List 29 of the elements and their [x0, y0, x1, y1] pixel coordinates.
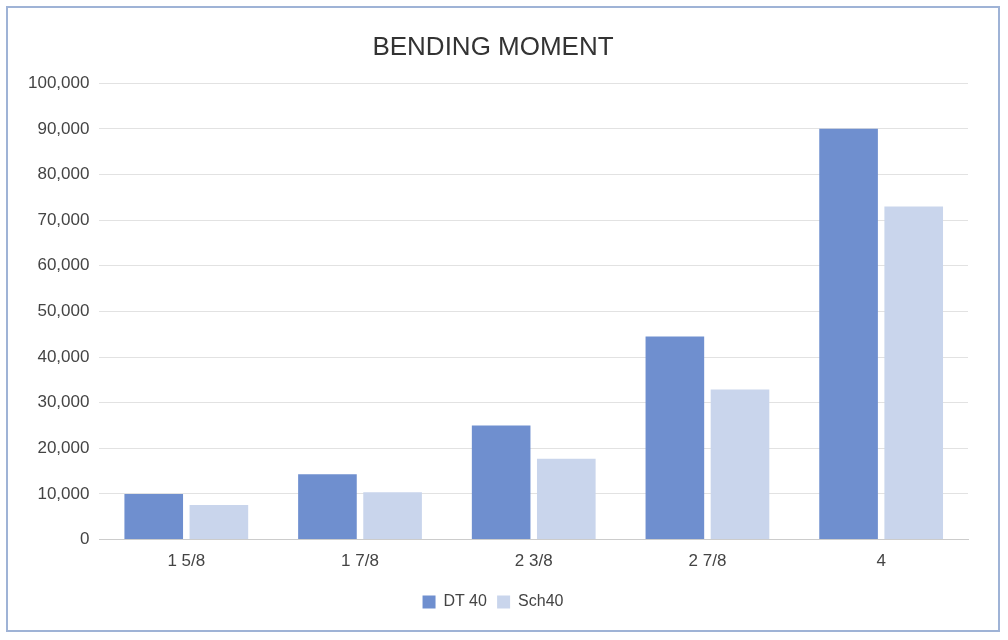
x-tick-label: 1 5/8 — [167, 551, 206, 571]
bar — [298, 474, 357, 540]
x-tick-label: 4 — [876, 551, 886, 571]
x-tick-label: 1 7/8 — [341, 551, 379, 571]
y-tick-label: 30,000 — [37, 392, 90, 412]
bar — [189, 504, 249, 540]
bar — [884, 206, 944, 540]
y-tick-label: 10,000 — [37, 483, 90, 503]
bar — [471, 425, 531, 540]
bar — [645, 336, 705, 540]
legend-label: DT 40 — [443, 592, 487, 610]
y-tick-label: 60,000 — [37, 255, 90, 275]
bar — [124, 493, 184, 540]
y-tick-label: 90,000 — [37, 118, 90, 138]
y-tick-label: 20,000 — [37, 438, 90, 458]
y-tick-label: 100,000 — [28, 72, 90, 92]
x-tick-label: 2 3/8 — [514, 551, 553, 571]
x-tick-label: 2 7/8 — [688, 551, 727, 571]
legend-label: Sch40 — [518, 592, 564, 610]
y-tick-label: 80,000 — [37, 164, 90, 184]
bar — [819, 128, 878, 540]
y-tick-label: 70,000 — [37, 209, 90, 229]
y-tick-label: 50,000 — [37, 301, 90, 321]
bar — [710, 389, 770, 540]
chart-title: BENDING MOMENT — [372, 30, 614, 61]
bar — [536, 458, 596, 540]
y-tick-label: 40,000 — [37, 346, 90, 366]
bar — [363, 492, 422, 540]
y-tick-label: 0 — [79, 529, 90, 549]
